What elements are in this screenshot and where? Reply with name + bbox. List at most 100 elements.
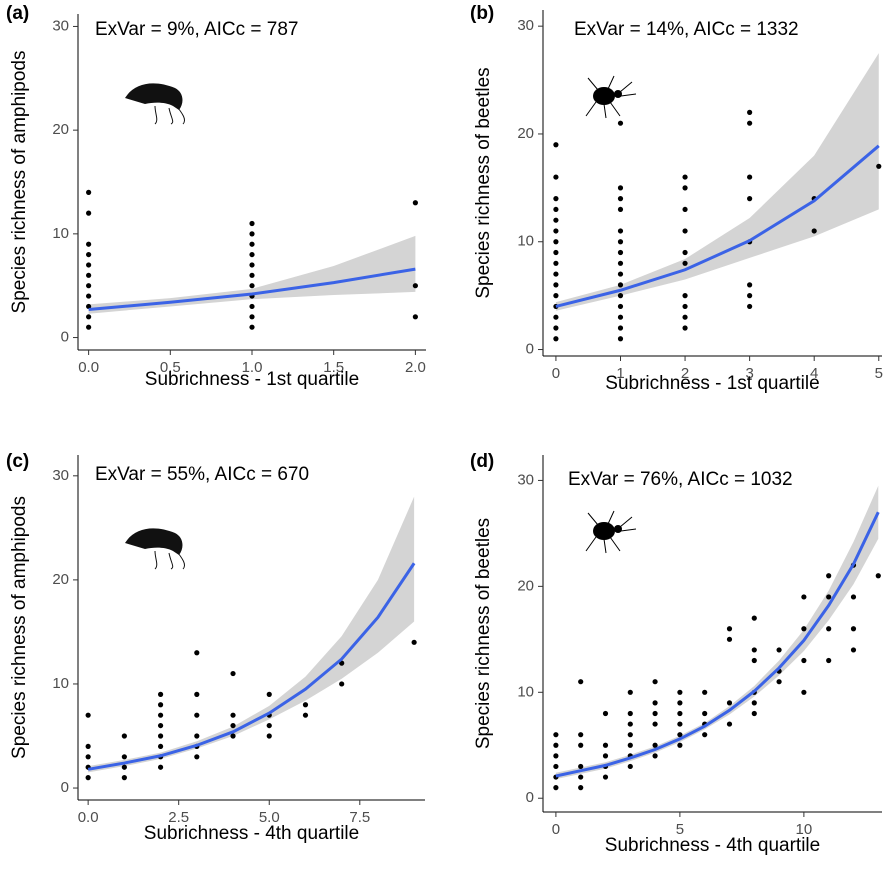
data-point [86, 272, 92, 278]
data-point [602, 742, 609, 748]
data-point [751, 710, 757, 717]
y-tick-label: 30 [52, 17, 69, 34]
amphipod-icon [125, 83, 186, 125]
y-tick-label: 30 [52, 467, 69, 484]
data-point [826, 657, 832, 664]
y-tick-label: 0 [61, 329, 69, 346]
data-point [652, 721, 658, 727]
data-point [578, 742, 584, 748]
data-point [86, 283, 92, 289]
y-axis-label: Species richness of beetles [473, 518, 494, 749]
data-point [652, 742, 658, 748]
data-point [627, 763, 633, 770]
x-tick-label: 5.0 [259, 809, 280, 826]
data-point [617, 271, 624, 277]
data-point [230, 712, 236, 718]
data-point [553, 142, 559, 148]
data-point [627, 742, 633, 748]
annotation: ExVar = 14%, AICc = 1332 [574, 19, 799, 40]
data-point [682, 314, 688, 320]
data-point [652, 753, 658, 759]
data-point [776, 679, 782, 685]
data-point [617, 185, 624, 191]
data-point [826, 573, 832, 579]
y-axis-label: Species richness of beetles [473, 67, 494, 298]
x-tick-label: 1 [616, 365, 624, 382]
data-point [249, 241, 255, 247]
data-point [751, 657, 757, 664]
data-point [578, 732, 584, 738]
data-point [249, 324, 255, 330]
data-point [302, 702, 309, 708]
data-point [726, 626, 733, 632]
data-point [249, 220, 255, 227]
data-point [682, 325, 688, 331]
data-point [747, 196, 753, 202]
data-point [194, 733, 200, 739]
data-point [876, 163, 882, 169]
data-point [677, 742, 683, 748]
x-tick-label: 0 [552, 821, 560, 838]
panel-label: (b) [470, 3, 494, 24]
data-point [553, 260, 559, 266]
data-point [682, 185, 688, 191]
data-point [747, 120, 753, 126]
data-point [249, 231, 255, 237]
data-point [194, 712, 200, 718]
data-point [194, 650, 200, 656]
data-point [157, 733, 164, 739]
y-tick-label: 0 [526, 341, 534, 358]
data-point [86, 293, 92, 299]
data-point [86, 314, 92, 320]
fit-line [87, 562, 416, 771]
data-point [578, 679, 584, 685]
data-point [617, 336, 624, 342]
data-point [553, 249, 559, 256]
data-point [553, 228, 559, 234]
data-point [266, 733, 272, 739]
x-axis-label: Subrichness - 4th quartile [144, 823, 359, 844]
data-point [85, 775, 91, 781]
data-point [617, 260, 624, 266]
data-point [682, 249, 688, 256]
amphipod-icon [125, 528, 186, 570]
data-point [553, 239, 559, 245]
data-point [553, 763, 559, 770]
data-point [602, 710, 609, 717]
panel-label: (a) [6, 3, 29, 24]
x-tick-label: 10 [796, 821, 813, 838]
data-point [627, 732, 633, 738]
confidence-band [88, 235, 416, 314]
data-point [553, 206, 559, 213]
x-tick-label: 1.5 [323, 359, 344, 376]
data-point [776, 647, 782, 653]
y-tick-label: 10 [517, 683, 534, 700]
data-point [751, 647, 757, 653]
data-point [553, 282, 559, 288]
data-point [412, 314, 418, 320]
panel: 0 10 20 30 0 1 2 3 4 5 Subrichness - 1st quartile S… [470, 3, 883, 394]
x-tick-label: 2 [681, 365, 689, 382]
data-point [249, 272, 255, 278]
data-point [553, 732, 559, 738]
y-tick-label: 20 [52, 121, 69, 138]
data-point [412, 200, 418, 206]
data-point [627, 689, 633, 695]
data-point [266, 722, 272, 729]
data-point [617, 239, 624, 245]
data-point [85, 754, 91, 760]
data-point [249, 314, 255, 320]
data-point [617, 282, 624, 288]
data-point [85, 712, 91, 718]
data-point [682, 293, 688, 299]
data-point [850, 594, 857, 600]
data-point [194, 691, 200, 697]
data-point [682, 206, 688, 213]
panel-label: (c) [6, 451, 29, 472]
y-tick-label: 30 [517, 17, 534, 34]
data-point [86, 324, 92, 330]
y-tick-label: 10 [52, 675, 69, 692]
data-point [617, 120, 624, 126]
data-point [121, 733, 127, 739]
